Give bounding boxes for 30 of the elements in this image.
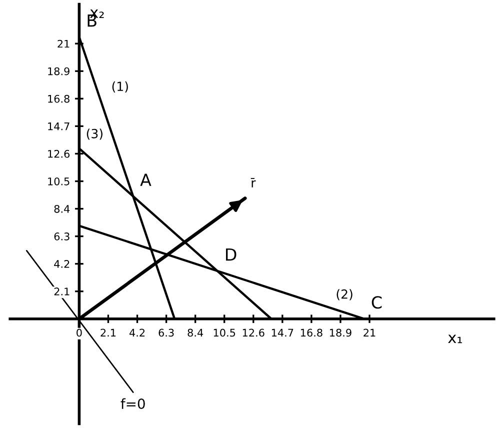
series-label: (3) (86, 128, 102, 140)
annotation: C (372, 296, 382, 309)
x-tick-label: 14.7 (272, 328, 294, 336)
x-axis-title: x₁ (448, 334, 462, 344)
y-tick-label: 18.9 (48, 67, 70, 76)
x-tick-label: 21 (364, 328, 376, 336)
series-label: (2) (336, 289, 352, 300)
series-label: r̄ (250, 178, 256, 188)
annotation: A (140, 174, 152, 186)
x-tick-label: 10.5 (214, 328, 236, 337)
annotation: D (226, 248, 236, 261)
y-tick-label: 2.1 (54, 288, 70, 296)
series-label: (1) (112, 81, 128, 93)
x-tick-label: 4.2 (129, 328, 144, 336)
x-tick-label: 8.4 (188, 328, 204, 337)
x-tick-label: 18.9 (330, 328, 352, 337)
x-tick-label: 2.1 (100, 328, 116, 336)
y-tick-label: 4.2 (54, 260, 70, 268)
y-tick-label: 16.8 (48, 94, 70, 103)
y-tick-label: 21 (58, 40, 70, 48)
x-tick-label: 16.8 (300, 328, 322, 337)
x-tick-label: 6.3 (158, 328, 174, 337)
series-label: f=0 (120, 398, 145, 410)
y-tick-label: 6.3 (54, 232, 70, 240)
y-tick-label: 8.4 (54, 204, 70, 213)
y-tick-label: 10.5 (48, 177, 70, 186)
y-tick-label: 14.7 (48, 122, 70, 130)
y-tick-label: 12.6 (48, 150, 70, 158)
x-tick-label: 0 (76, 328, 82, 337)
x-tick-label: 12.6 (242, 328, 264, 337)
